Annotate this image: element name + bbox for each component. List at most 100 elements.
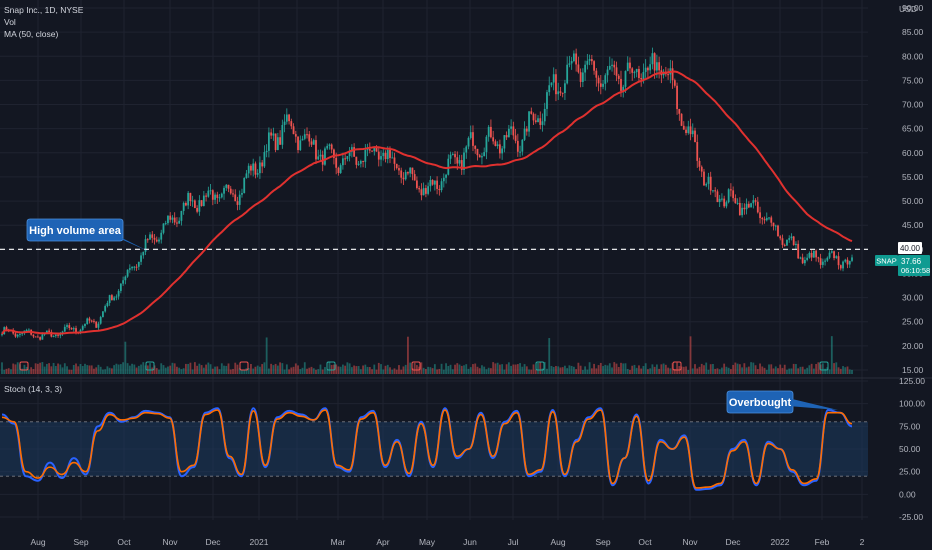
volume-bar: [653, 366, 656, 374]
price-tick-12: 30.00: [902, 293, 924, 303]
volume-bar: [449, 364, 452, 374]
stoch-axis[interactable]: 125.00 100.00 75.00 50.00 25.00 0.00 -25.00: [899, 376, 925, 522]
volume-bar: [32, 368, 35, 374]
candle-body: [826, 257, 829, 261]
candle-body: [335, 157, 338, 168]
ticker-badge: SNAP: [875, 255, 898, 266]
candle-body: [90, 320, 93, 322]
candle-body: [416, 180, 418, 189]
volume-bar: [680, 366, 683, 374]
volume-bar: [382, 369, 385, 374]
candle-body: [384, 152, 387, 160]
earnings-marker[interactable]: [819, 361, 829, 371]
high-volume-callout[interactable]: High volume area: [26, 218, 150, 252]
volume-bar: [171, 362, 174, 374]
candle-body: [353, 147, 356, 157]
volume-bar: [651, 364, 654, 374]
volume-bar: [682, 366, 685, 374]
earnings-markers[interactable]: [19, 361, 829, 371]
volume-bar: [640, 368, 643, 374]
earnings-marker[interactable]: [672, 361, 682, 371]
volume-bar: [844, 367, 847, 374]
candle-body: [198, 200, 201, 212]
volume-bar: [812, 368, 815, 374]
volume-bar: [555, 366, 557, 374]
candle-body: [402, 177, 405, 180]
volume-bar: [216, 366, 219, 374]
volume-bar: [202, 367, 205, 374]
candle-body: [317, 156, 320, 160]
volume-bar: [81, 366, 84, 374]
volume-bar: [180, 369, 183, 374]
candle-body: [108, 295, 111, 303]
candle-body: [377, 151, 380, 160]
volume-bar: [169, 365, 172, 374]
volume-bar: [705, 362, 708, 374]
candle-body: [696, 142, 699, 161]
volume-bar: [359, 369, 362, 374]
candle-body: [687, 126, 690, 133]
volume-bar: [725, 366, 728, 374]
volume-bar: [696, 368, 699, 374]
volume-bar: [492, 362, 495, 374]
volume-bar: [763, 367, 766, 374]
volume-bar: [115, 363, 118, 374]
candle-body: [534, 120, 537, 123]
overbought-callout[interactable]: Overbought: [726, 390, 838, 414]
volume-bar: [124, 341, 127, 374]
time-axis[interactable]: Aug Sep Oct Nov Dec 2021 Mar Apr May Jun Jul Aug Sep…: [30, 537, 864, 547]
volume-bar: [839, 368, 842, 374]
volume-bar: [593, 363, 595, 374]
volume-bar: [151, 367, 154, 374]
earnings-marker[interactable]: [326, 361, 336, 371]
candle-body: [34, 336, 37, 338]
candle-body: [220, 193, 223, 198]
volume-bar: [57, 363, 59, 374]
volume-bar: [469, 367, 472, 374]
volume-bar: [254, 366, 257, 374]
volume-bar: [530, 369, 533, 374]
candle-body: [214, 194, 216, 200]
earnings-marker[interactable]: [411, 361, 421, 371]
volume-bar: [851, 369, 853, 374]
countdown-text: 06:10:58: [901, 266, 930, 275]
volume-bar: [537, 362, 539, 374]
candle-body: [514, 135, 517, 141]
volume-bar: [451, 369, 454, 374]
volume-bar: [523, 364, 526, 374]
candle-body: [759, 212, 761, 218]
candle-body: [507, 128, 510, 138]
candle-body: [398, 168, 400, 171]
time-label-1: Sep: [73, 537, 88, 547]
volume-bar: [808, 365, 811, 374]
volume-bar: [745, 367, 748, 374]
volume-bar: [104, 369, 107, 374]
candle-body: [142, 251, 145, 256]
volume-bar: [173, 363, 176, 374]
candle-body: [41, 334, 44, 340]
volume-bar: [447, 365, 450, 374]
earnings-marker[interactable]: [239, 361, 249, 371]
volume-bar: [140, 364, 142, 374]
candle-body: [824, 260, 826, 262]
earnings-marker[interactable]: [145, 361, 155, 371]
volume-bar: [512, 364, 515, 374]
volume-bar: [3, 369, 6, 374]
candle-body: [79, 329, 82, 333]
candle-body: [593, 61, 595, 71]
candle-body: [622, 86, 625, 91]
candle-body: [844, 259, 847, 262]
volume-bar: [102, 369, 104, 374]
price-badge: 37.66 06:10:58: [898, 255, 930, 276]
earnings-marker[interactable]: [19, 361, 29, 371]
volume-bar: [384, 365, 387, 374]
volume-bar: [380, 364, 382, 374]
candle-body: [169, 215, 172, 220]
earnings-marker[interactable]: [535, 361, 545, 371]
volume-bar: [804, 369, 806, 374]
volume-bar: [377, 362, 380, 374]
volume-bar: [507, 362, 510, 374]
volume-bar: [135, 367, 138, 374]
volume-bar: [644, 363, 647, 374]
